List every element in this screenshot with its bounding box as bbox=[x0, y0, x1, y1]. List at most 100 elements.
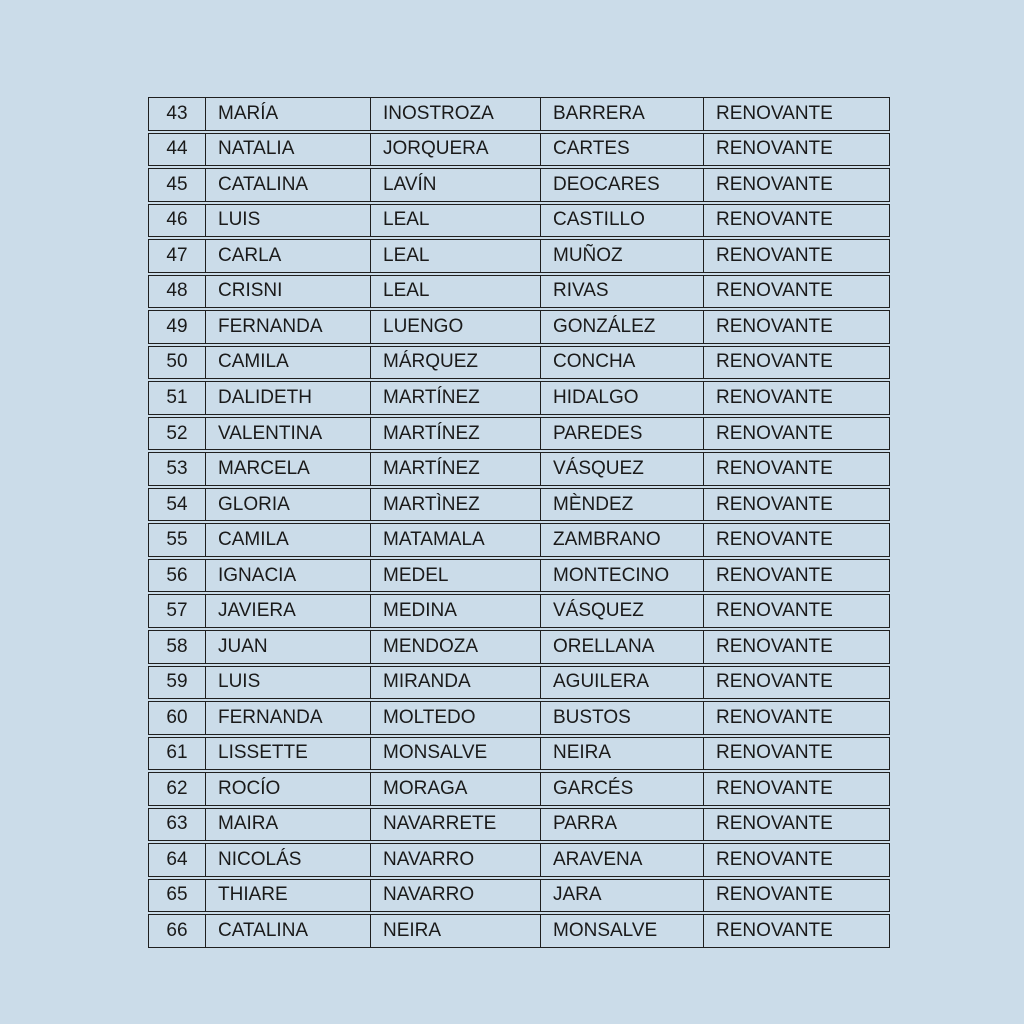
first-name-cell: ROCÍO bbox=[205, 772, 370, 806]
status-cell: RENOVANTE bbox=[703, 665, 890, 700]
row-number-cell: 64 bbox=[148, 843, 205, 877]
row-number-cell: 49 bbox=[148, 310, 205, 344]
table-row: 63 MAIRA NAVARRETE PARRA RENOVANTE bbox=[148, 807, 890, 842]
first-name-cell: CAMILA bbox=[205, 523, 370, 557]
paternal-surname-cell: MIRANDA bbox=[370, 665, 540, 700]
first-name-cell: GLORIA bbox=[205, 487, 370, 522]
paternal-surname-cell: NAVARRO bbox=[370, 878, 540, 913]
first-name-cell: FERNANDA bbox=[205, 701, 370, 735]
row-number-cell: 57 bbox=[148, 594, 205, 628]
status-cell: RENOVANTE bbox=[703, 914, 890, 948]
paternal-surname-cell: NAVARRETE bbox=[370, 807, 540, 842]
table-row: 49 FERNANDA LUENGO GONZÁLEZ RENOVANTE bbox=[148, 310, 890, 344]
table-row: 50 CAMILA MÁRQUEZ CONCHA RENOVANTE bbox=[148, 345, 890, 380]
row-number-cell: 65 bbox=[148, 878, 205, 913]
maternal-surname-cell: DEOCARES bbox=[540, 168, 703, 202]
table-row: 44 NATALIA JORQUERA CARTES RENOVANTE bbox=[148, 132, 890, 167]
row-number-cell: 44 bbox=[148, 132, 205, 167]
table-row: 51 DALIDETH MARTÍNEZ HIDALGO RENOVANTE bbox=[148, 381, 890, 415]
table-row: 54 GLORIA MARTÌNEZ MÈNDEZ RENOVANTE bbox=[148, 487, 890, 522]
first-name-cell: CARLA bbox=[205, 239, 370, 273]
maternal-surname-cell: HIDALGO bbox=[540, 381, 703, 415]
row-number-cell: 56 bbox=[148, 558, 205, 593]
paternal-surname-cell: MARTÍNEZ bbox=[370, 452, 540, 486]
row-number-cell: 63 bbox=[148, 807, 205, 842]
table-row: 59 LUIS MIRANDA AGUILERA RENOVANTE bbox=[148, 665, 890, 700]
maternal-surname-cell: NEIRA bbox=[540, 736, 703, 771]
paternal-surname-cell: MOLTEDO bbox=[370, 701, 540, 735]
status-cell: RENOVANTE bbox=[703, 132, 890, 167]
paternal-surname-cell: MORAGA bbox=[370, 772, 540, 806]
row-number-cell: 52 bbox=[148, 416, 205, 451]
first-name-cell: MAIRA bbox=[205, 807, 370, 842]
first-name-cell: LUIS bbox=[205, 665, 370, 700]
table-row: 65 THIARE NAVARRO JARA RENOVANTE bbox=[148, 878, 890, 913]
status-cell: RENOVANTE bbox=[703, 629, 890, 664]
row-number-cell: 50 bbox=[148, 345, 205, 380]
status-cell: RENOVANTE bbox=[703, 381, 890, 415]
maternal-surname-cell: ORELLANA bbox=[540, 629, 703, 664]
status-cell: RENOVANTE bbox=[703, 878, 890, 913]
first-name-cell: THIARE bbox=[205, 878, 370, 913]
paternal-surname-cell: MATAMALA bbox=[370, 523, 540, 557]
maternal-surname-cell: RIVAS bbox=[540, 274, 703, 309]
status-cell: RENOVANTE bbox=[703, 203, 890, 238]
row-number-cell: 48 bbox=[148, 274, 205, 309]
first-name-cell: CAMILA bbox=[205, 345, 370, 380]
first-name-cell: JAVIERA bbox=[205, 594, 370, 628]
status-cell: RENOVANTE bbox=[703, 843, 890, 877]
paternal-surname-cell: LUENGO bbox=[370, 310, 540, 344]
row-number-cell: 62 bbox=[148, 772, 205, 806]
maternal-surname-cell: MONTECINO bbox=[540, 558, 703, 593]
table-row: 58 JUAN MENDOZA ORELLANA RENOVANTE bbox=[148, 629, 890, 664]
first-name-cell: MARÍA bbox=[205, 97, 370, 131]
first-name-cell: NATALIA bbox=[205, 132, 370, 167]
status-cell: RENOVANTE bbox=[703, 558, 890, 593]
paternal-surname-cell: JORQUERA bbox=[370, 132, 540, 167]
status-cell: RENOVANTE bbox=[703, 807, 890, 842]
status-cell: RENOVANTE bbox=[703, 452, 890, 486]
row-number-cell: 51 bbox=[148, 381, 205, 415]
maternal-surname-cell: ZAMBRANO bbox=[540, 523, 703, 557]
status-cell: RENOVANTE bbox=[703, 523, 890, 557]
paternal-surname-cell: MARTÍNEZ bbox=[370, 416, 540, 451]
row-number-cell: 60 bbox=[148, 701, 205, 735]
status-cell: RENOVANTE bbox=[703, 97, 890, 131]
first-name-cell: JUAN bbox=[205, 629, 370, 664]
status-cell: RENOVANTE bbox=[703, 416, 890, 451]
paternal-surname-cell: LEAL bbox=[370, 203, 540, 238]
paternal-surname-cell: LEAL bbox=[370, 239, 540, 273]
table-row: 53 MARCELA MARTÍNEZ VÁSQUEZ RENOVANTE bbox=[148, 452, 890, 486]
paternal-surname-cell: LEAL bbox=[370, 274, 540, 309]
status-cell: RENOVANTE bbox=[703, 345, 890, 380]
row-number-cell: 55 bbox=[148, 523, 205, 557]
maternal-surname-cell: ARAVENA bbox=[540, 843, 703, 877]
maternal-surname-cell: AGUILERA bbox=[540, 665, 703, 700]
status-cell: RENOVANTE bbox=[703, 701, 890, 735]
table-row: 66 CATALINA NEIRA MONSALVE RENOVANTE bbox=[148, 914, 890, 948]
paternal-surname-cell: LAVÍN bbox=[370, 168, 540, 202]
row-number-cell: 47 bbox=[148, 239, 205, 273]
paternal-surname-cell: MENDOZA bbox=[370, 629, 540, 664]
status-cell: RENOVANTE bbox=[703, 168, 890, 202]
maternal-surname-cell: BARRERA bbox=[540, 97, 703, 131]
maternal-surname-cell: GARCÉS bbox=[540, 772, 703, 806]
maternal-surname-cell: JARA bbox=[540, 878, 703, 913]
first-name-cell: DALIDETH bbox=[205, 381, 370, 415]
maternal-surname-cell: CONCHA bbox=[540, 345, 703, 380]
table-row: 48 CRISNI LEAL RIVAS RENOVANTE bbox=[148, 274, 890, 309]
table-row: 64 NICOLÁS NAVARRO ARAVENA RENOVANTE bbox=[148, 843, 890, 877]
paternal-surname-cell: MARTÌNEZ bbox=[370, 487, 540, 522]
first-name-cell: MARCELA bbox=[205, 452, 370, 486]
row-number-cell: 45 bbox=[148, 168, 205, 202]
maternal-surname-cell: CASTILLO bbox=[540, 203, 703, 238]
first-name-cell: CRISNI bbox=[205, 274, 370, 309]
table-row: 61 LISSETTE MONSALVE NEIRA RENOVANTE bbox=[148, 736, 890, 771]
maternal-surname-cell: MÈNDEZ bbox=[540, 487, 703, 522]
table-row: 62 ROCÍO MORAGA GARCÉS RENOVANTE bbox=[148, 772, 890, 806]
table-row: 46 LUIS LEAL CASTILLO RENOVANTE bbox=[148, 203, 890, 238]
paternal-surname-cell: MARTÍNEZ bbox=[370, 381, 540, 415]
row-number-cell: 59 bbox=[148, 665, 205, 700]
first-name-cell: FERNANDA bbox=[205, 310, 370, 344]
document-page: 43 MARÍA INOSTROZA BARRERA RENOVANTE 44 NATALI… bbox=[148, 95, 890, 950]
